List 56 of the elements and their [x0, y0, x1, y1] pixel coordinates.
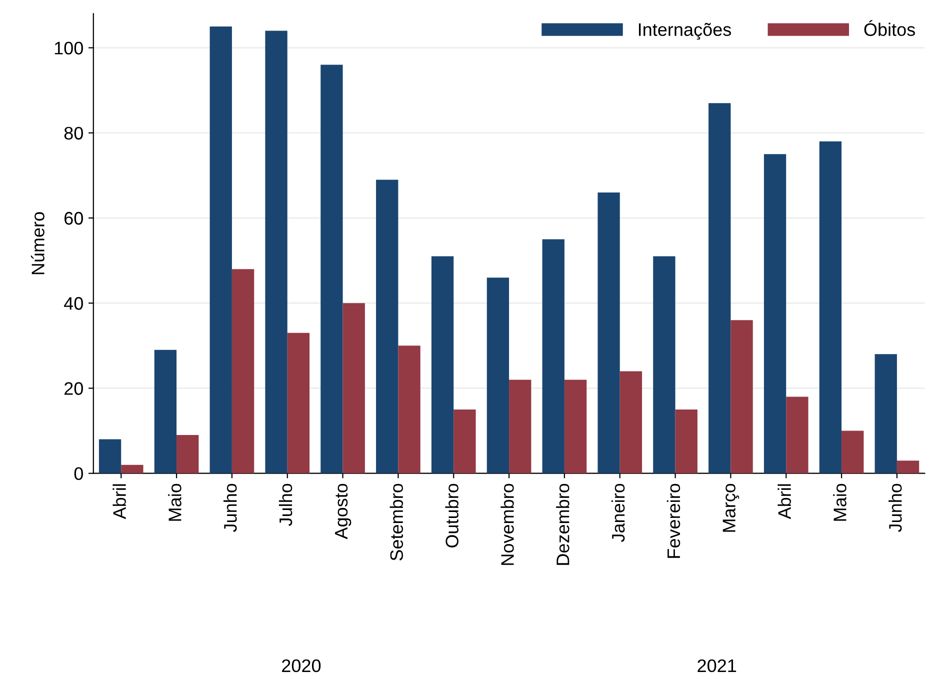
bar [320, 64, 343, 474]
x-tick-label: Junho [224, 484, 237, 532]
bar [176, 435, 199, 474]
bar [121, 464, 144, 474]
bar [564, 380, 587, 474]
bar [675, 410, 698, 474]
bar [620, 371, 642, 474]
y-tick-label: 0 [74, 467, 83, 480]
text: 2021 [698, 659, 736, 672]
bar [708, 103, 731, 474]
legend-label: Internações [638, 22, 731, 40]
x-tick-label: Agosto [335, 484, 352, 540]
x-tick-label: Julho [278, 484, 292, 526]
x-tick-label: Janeiro [611, 484, 625, 542]
bar [287, 332, 310, 474]
y-tick-label: 40 [64, 297, 83, 310]
x-tick-label: Abril [112, 484, 126, 520]
bar [431, 256, 454, 474]
y-tick-label: 20 [64, 382, 83, 395]
bar [454, 410, 476, 474]
bar [509, 380, 532, 474]
x-tick-label: Maio [833, 484, 846, 521]
y-tick-label: 80 [64, 126, 83, 140]
legend-label: Óbitos [864, 20, 915, 36]
x-tick-label: Fevereiro [666, 484, 680, 558]
x-tick-label: Novembro [500, 484, 514, 565]
y-tick-label: 100 [54, 42, 83, 54]
bar [874, 354, 897, 474]
bar [398, 346, 420, 474]
y-axis-title: Número [30, 212, 44, 274]
y-tick-label: 60 [64, 212, 83, 225]
bar [819, 141, 842, 474]
bar [542, 239, 564, 474]
x-tick-label: Março [722, 484, 740, 532]
x-tick-label: Abril [778, 484, 791, 520]
text: 2020 [282, 659, 321, 672]
bar [653, 256, 676, 474]
bar [265, 30, 288, 474]
bar [730, 320, 753, 474]
bar [598, 192, 620, 474]
bar [896, 460, 920, 474]
x-tick-label: Outubro [445, 484, 458, 548]
bar [764, 154, 786, 474]
bar [376, 180, 398, 474]
bar [232, 269, 254, 474]
bar [210, 26, 232, 474]
bar [486, 278, 510, 474]
x-tick-label: Junho [888, 484, 902, 532]
bar [98, 439, 122, 474]
x-tick-label: Setembro [390, 484, 404, 561]
bar [786, 396, 808, 474]
x-tick-label: Dezembro [556, 484, 570, 565]
bar [342, 303, 365, 474]
bar [154, 350, 177, 474]
x-tick-label: Maio [168, 484, 182, 521]
bar [842, 430, 864, 474]
